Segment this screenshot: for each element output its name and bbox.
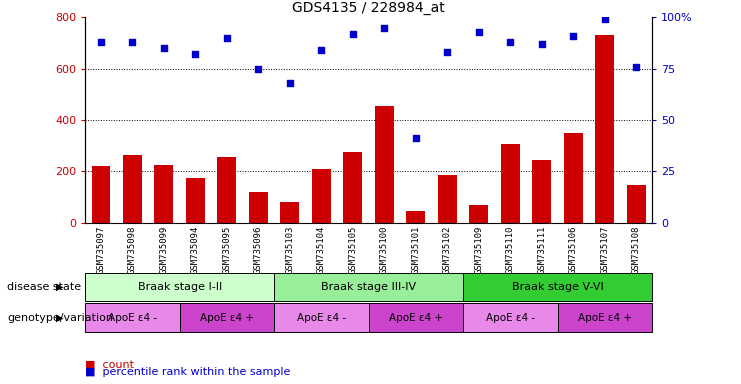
Text: ApoE ε4 -: ApoE ε4 - — [486, 313, 535, 323]
Bar — [274, 273, 463, 301]
Bar — [85, 303, 179, 332]
Point — [253, 66, 265, 72]
Text: ■  percentile rank within the sample: ■ percentile rank within the sample — [85, 367, 290, 377]
Point — [536, 41, 548, 47]
Text: Braak stage III-IV: Braak stage III-IV — [321, 282, 416, 292]
Point — [347, 31, 359, 37]
Bar — [179, 303, 274, 332]
Bar — [85, 273, 274, 301]
Text: Braak stage V-VI: Braak stage V-VI — [512, 282, 603, 292]
Point — [158, 45, 170, 51]
Point — [379, 25, 391, 31]
Bar — [627, 185, 646, 223]
Bar — [463, 273, 652, 301]
Point — [284, 80, 296, 86]
Text: ApoE ε4 +: ApoE ε4 + — [578, 313, 632, 323]
Point — [442, 49, 453, 55]
Bar — [375, 106, 393, 223]
Text: ApoE ε4 +: ApoE ε4 + — [200, 313, 254, 323]
Bar — [123, 155, 142, 223]
Point — [410, 136, 422, 142]
Point — [95, 39, 107, 45]
Point — [505, 39, 516, 45]
Bar — [406, 211, 425, 223]
Bar — [532, 160, 551, 223]
Point — [127, 39, 139, 45]
Bar — [595, 35, 614, 223]
Text: ▶: ▶ — [56, 282, 63, 292]
Bar — [438, 175, 456, 223]
Point — [599, 16, 611, 22]
Bar — [463, 303, 557, 332]
Text: ApoE ε4 +: ApoE ε4 + — [389, 313, 443, 323]
Bar — [501, 144, 520, 223]
Point — [473, 28, 485, 35]
Bar — [186, 178, 205, 223]
Bar — [344, 152, 362, 223]
Text: disease state: disease state — [7, 282, 82, 292]
Bar — [92, 166, 110, 223]
Bar — [368, 303, 463, 332]
Bar — [312, 169, 330, 223]
Bar — [249, 192, 268, 223]
Text: genotype/variation: genotype/variation — [7, 313, 113, 323]
Bar — [564, 133, 582, 223]
Point — [190, 51, 202, 57]
Point — [568, 33, 579, 39]
Bar — [280, 202, 299, 223]
Bar — [154, 165, 173, 223]
Bar — [218, 157, 236, 223]
Bar — [274, 303, 369, 332]
Point — [631, 63, 642, 70]
Title: GDS4135 / 228984_at: GDS4135 / 228984_at — [292, 1, 445, 15]
Text: ■  count: ■ count — [85, 360, 134, 370]
Text: ApoE ε4 -: ApoE ε4 - — [297, 313, 346, 323]
Text: ApoE ε4 -: ApoE ε4 - — [108, 313, 157, 323]
Point — [221, 35, 233, 41]
Bar — [470, 205, 488, 223]
Text: Braak stage I-II: Braak stage I-II — [138, 282, 222, 292]
Text: ▶: ▶ — [56, 313, 63, 323]
Point — [316, 47, 328, 53]
Bar — [557, 303, 652, 332]
